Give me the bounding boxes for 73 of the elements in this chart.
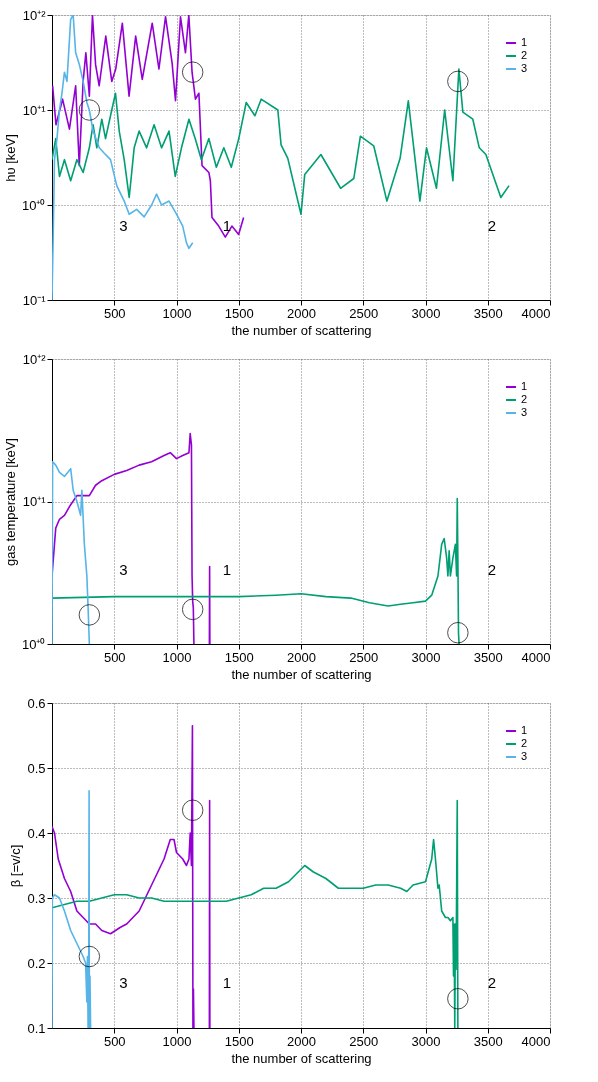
x-tick-label: 1500 — [224, 1033, 254, 1049]
line-series — [52, 789, 92, 1028]
y-axis-title: β [=v/c] — [8, 844, 24, 888]
x-tick-label: 2500 — [349, 1033, 379, 1049]
legend-label: 3 — [521, 750, 528, 762]
point — [78, 945, 101, 968]
y-tick-label: 0.4 — [27, 825, 46, 841]
x-tick-label: 3000 — [411, 649, 441, 665]
x-tick-label: 3500 — [473, 1033, 503, 1049]
point — [447, 988, 469, 1010]
y-tick-label: 0.5 — [27, 760, 46, 776]
line-series — [52, 460, 91, 644]
annotation: 3 — [119, 216, 128, 234]
x-tick-label: 4000 — [521, 1033, 551, 1049]
legend-label: 3 — [521, 62, 528, 74]
legend-label: 1 — [521, 724, 528, 736]
y-tick-label: 10⁺² — [22, 7, 47, 23]
annotation: 2 — [487, 560, 497, 578]
x-tick-label: 3000 — [411, 1033, 441, 1049]
x-axis-title: the number of scattering — [231, 666, 372, 682]
x-tick-label: 2000 — [287, 305, 316, 321]
annotation: 3 — [119, 973, 128, 991]
x-tick-label: 4000 — [521, 305, 551, 321]
y-axis-title: hυ [keV] — [3, 134, 19, 182]
x-tick-label: 1500 — [224, 305, 254, 321]
annotation: 1 — [222, 560, 232, 578]
y-tick-label: 0.6 — [27, 695, 46, 711]
point — [78, 99, 101, 121]
x-tick-label: 1000 — [162, 305, 192, 321]
x-tick-label: 1000 — [162, 1033, 192, 1049]
y-axis-title: gas temperature [keV] — [3, 438, 19, 566]
y-tick-label: 10⁺² — [22, 351, 47, 367]
line-series — [52, 497, 460, 644]
legend-label: 2 — [521, 49, 528, 61]
y-tick-label: 10⁺⁰ — [22, 197, 46, 213]
x-tick-label: 500 — [103, 649, 126, 665]
legend-label: 3 — [521, 406, 528, 418]
annotation: 1 — [222, 216, 232, 234]
x-tick-label: 4000 — [521, 649, 551, 665]
x-tick-label: 2500 — [349, 305, 379, 321]
line-series — [52, 799, 459, 1028]
x-tick-label: 3500 — [473, 305, 503, 321]
x-axis-title: the number of scattering — [231, 322, 372, 338]
y-tick-label: 0.2 — [27, 955, 46, 971]
y-tick-label: 0.3 — [27, 890, 46, 906]
y-tick-label: 10⁺¹ — [22, 102, 47, 118]
legend-label: 1 — [521, 380, 528, 392]
point — [447, 70, 469, 93]
y-tick-label: 10⁺¹ — [22, 494, 47, 509]
legend-label: 1 — [521, 36, 528, 48]
y-tick-label: 10⁺⁰ — [22, 636, 46, 652]
y-tick-label: 0.1 — [27, 1020, 46, 1036]
point — [181, 61, 204, 83]
annotation: 2 — [487, 973, 497, 991]
x-tick-label: 2500 — [349, 649, 379, 665]
x-tick-label: 1000 — [162, 649, 192, 665]
x-tick-label: 2000 — [287, 1033, 316, 1049]
line-series — [52, 15, 245, 238]
x-tick-label: 500 — [103, 305, 126, 321]
annotation: 2 — [487, 216, 497, 234]
x-tick-label: 500 — [103, 1033, 126, 1049]
x-tick-label: 2000 — [287, 649, 316, 665]
point — [181, 799, 204, 821]
annotation: 1 — [222, 973, 232, 991]
x-tick-label: 3000 — [411, 305, 441, 321]
x-tick-label: 3500 — [473, 649, 503, 665]
line-series — [52, 68, 510, 216]
x-axis-title: the number of scattering — [231, 1050, 372, 1066]
y-tick-label: 10⁻¹ — [22, 292, 47, 308]
legend-label: 2 — [521, 737, 528, 749]
x-tick-label: 1500 — [224, 649, 254, 665]
annotation: 3 — [119, 560, 128, 578]
legend-label: 2 — [521, 393, 528, 405]
